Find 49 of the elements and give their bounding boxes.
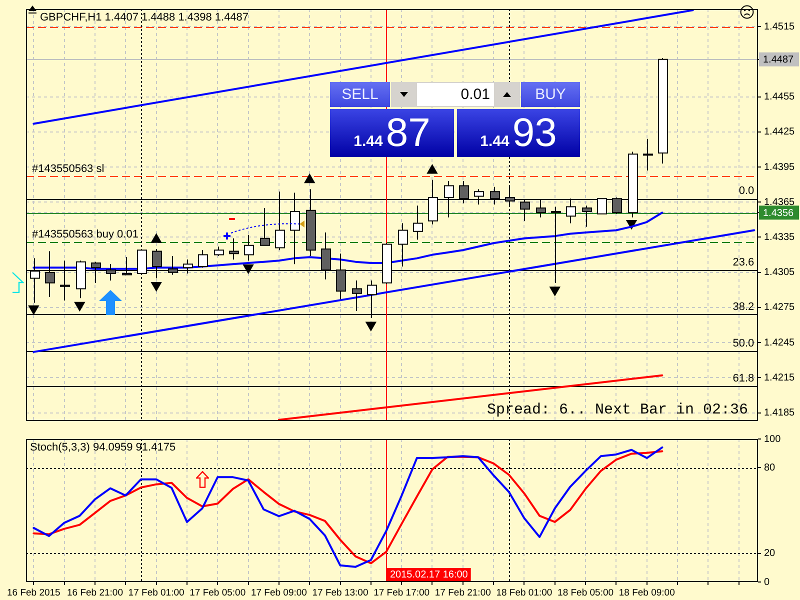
chart-title: GBPCHF,H1 1.4407 1.4488 1.4398 1.4487 (40, 12, 249, 24)
y-tick-label: 1.4515 (764, 21, 796, 32)
annotation: 38.2 (732, 301, 754, 314)
y-tick-label: 1.4185 (764, 408, 796, 419)
y-tick-label: 0 (764, 576, 770, 588)
y-tick-label: 1.4245 (764, 337, 796, 348)
number-field: 0.01 (391, 82, 520, 107)
x-tick-label: 18 Feb 01:00 (496, 587, 552, 598)
annotation: 1.44 (354, 133, 383, 150)
annotation: 93 (512, 111, 557, 155)
y-tick-label: 20 (764, 548, 776, 560)
y-tick-label: 1.4425 (764, 126, 796, 138)
x-tick-label: 17 Feb 17:00 (374, 587, 430, 598)
x-tick-label: 17 Feb 21:00 (434, 587, 491, 598)
x-tick-label: 16 Feb 21:00 (66, 587, 123, 598)
ref-line-label: 2015.02.17 16:00 (390, 569, 468, 580)
annotation: 1.44 (480, 133, 510, 150)
x-tick-label: 18 Feb 09:00 (618, 587, 675, 598)
buy-button: BUY (521, 82, 580, 107)
ref-line-label: #143550563 sl (32, 162, 104, 175)
y-tick-label: 1.4335 (764, 232, 796, 243)
y-tick-label: 1.4487 (763, 54, 794, 66)
y-tick-label: 1.4305 (764, 267, 796, 278)
y-tick-label: 100 (764, 434, 782, 445)
x-tick-label: 17 Feb 13:00 (312, 587, 368, 598)
y-tick-label: 1.4365 (764, 196, 796, 208)
x-tick-label: 18 Feb 05:00 (558, 587, 614, 598)
sell-button: SELL (330, 82, 390, 107)
annotation: 0.01 (417, 83, 494, 106)
annotation: 61.8 (732, 372, 754, 384)
x-tick-label: 17 Feb 01:00 (128, 587, 184, 598)
y-tick-label: 1.4215 (764, 372, 796, 384)
y-tick-label: 80 (764, 462, 776, 474)
y-tick-label: 1.4356 (763, 208, 794, 219)
price-box: 1.44 93 (457, 109, 580, 157)
y-tick-label: 1.4455 (764, 92, 796, 103)
annotation: 87 (386, 111, 430, 155)
chart-title: Stoch(5,3,3) 94.0959 91.4175 (30, 442, 176, 454)
x-tick-label: 17 Feb 05:00 (190, 587, 246, 598)
annotation: 50.0 (732, 337, 754, 350)
ref-line-label: #143550563 buy 0.01 (32, 228, 138, 240)
annotation: Spread: 6.. Next Bar in 02:36 (486, 401, 748, 418)
y-tick-label: 1.4275 (764, 302, 796, 314)
x-tick-label: 16 Feb 2015 (6, 587, 60, 598)
y-tick-label: 1.4395 (764, 162, 796, 173)
x-tick-label: 17 Feb 09:00 (250, 587, 307, 598)
annotation: 23.6 (732, 256, 754, 269)
price-box: 1.44 87 (330, 109, 454, 157)
annotation: 0.0 (738, 185, 754, 198)
